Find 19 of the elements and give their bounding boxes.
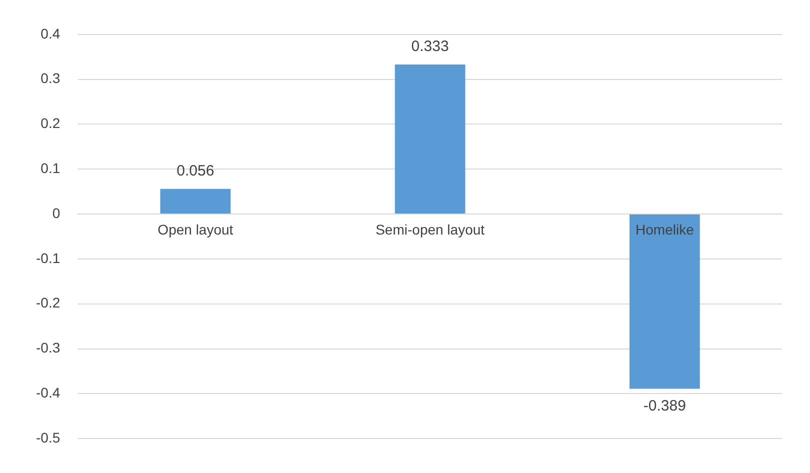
y-tick-label: 0.2 <box>40 115 60 132</box>
y-tick-label: -0.4 <box>36 384 60 401</box>
data-label: -0.389 <box>643 397 686 414</box>
bar <box>629 214 700 389</box>
data-label: 0.056 <box>176 162 214 180</box>
y-tick-label: -0.2 <box>36 294 60 311</box>
x-tick-label: Homelike <box>636 221 694 238</box>
y-tick-label: -0.3 <box>36 340 60 356</box>
data-label: 0.333 <box>411 38 449 56</box>
bar <box>160 188 231 214</box>
y-tick-label: 0.3 <box>40 70 60 86</box>
y-tick-label: 0 <box>52 204 60 221</box>
y-tick-label: 0.4 <box>40 25 60 42</box>
y-tick-label: -0.5 <box>36 429 60 446</box>
x-tick-label: Open layout <box>158 221 234 238</box>
x-tick-label: Semi-open layout <box>376 221 485 238</box>
bar <box>394 64 466 214</box>
y-tick-label: 0.1 <box>40 160 60 176</box>
y-tick-label: -0.1 <box>36 250 60 266</box>
